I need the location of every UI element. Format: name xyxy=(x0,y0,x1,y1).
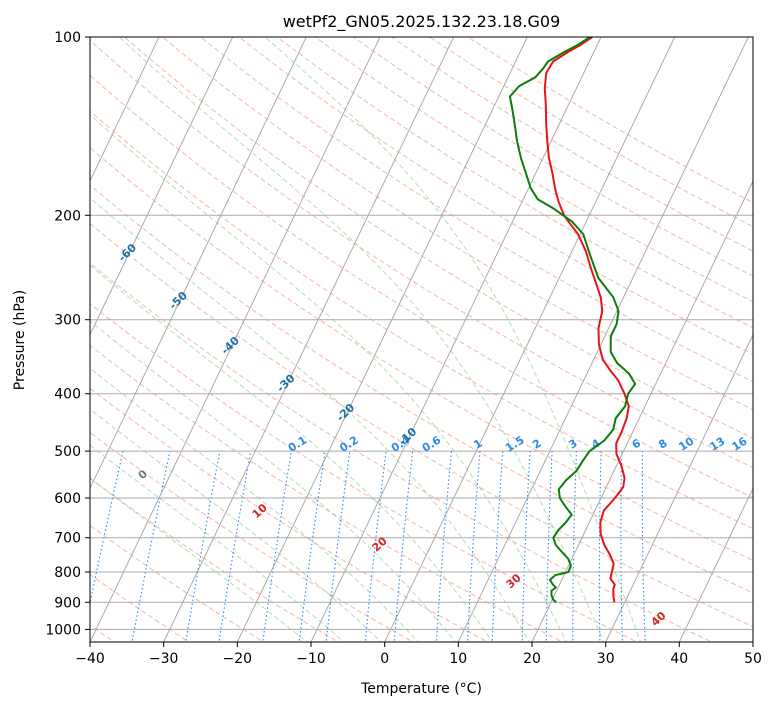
x-tick-label: 30 xyxy=(597,651,615,667)
x-tick-label: −30 xyxy=(149,651,179,667)
chart-title: wetPf2_GN05.2025.132.23.18.G09 xyxy=(283,12,561,32)
mixing-ratio-line xyxy=(298,451,326,642)
x-tick-label: 40 xyxy=(670,651,688,667)
y-tick-label: 400 xyxy=(54,387,81,403)
moist-adiabat-line xyxy=(90,408,382,642)
x-axis-label: Temperature (°C) xyxy=(360,681,482,697)
moist-adiabat-line xyxy=(118,37,605,642)
mixing-ratio-line xyxy=(364,451,387,642)
dry-adiabat-line xyxy=(90,39,753,469)
y-tick-label: 800 xyxy=(54,565,81,581)
dry-adiabat-line xyxy=(123,37,753,439)
plot-frame xyxy=(89,36,754,643)
dry-adiabat-line xyxy=(90,262,713,642)
isotherm-line xyxy=(163,37,455,642)
dry-adiabat-line xyxy=(90,477,340,642)
isotherm-line xyxy=(605,333,753,642)
isotherm-line xyxy=(90,37,381,642)
y-tick-label: 1000 xyxy=(45,622,81,638)
mixing-ratio-line xyxy=(262,451,292,642)
mixing-ratio-line xyxy=(185,450,221,642)
y-tick-label: 600 xyxy=(54,491,81,507)
y-tick-label: 100 xyxy=(54,30,81,46)
dry-adiabat-line xyxy=(90,431,415,642)
moist-adiabat-line xyxy=(90,320,456,642)
dry-adiabat-line xyxy=(90,222,753,628)
y-axis-label: Pressure (hPa) xyxy=(12,290,28,390)
y-tick-label: 200 xyxy=(54,208,81,224)
dry-adiabat-line xyxy=(314,37,753,303)
dry-adiabat-line xyxy=(467,37,753,204)
moist-adiabat-line xyxy=(90,114,568,642)
mixing-ratio-line xyxy=(90,450,124,606)
dry-adiabat-line xyxy=(90,74,753,499)
isotherm-line xyxy=(90,37,234,336)
dry-adiabat-line xyxy=(90,524,265,642)
y-axis-ticks: 100 200 300 400 500 600 700 800 900 1000 xyxy=(45,30,90,638)
mixing-ratio-line xyxy=(218,451,252,642)
temperature-trace xyxy=(543,37,630,603)
dry-adiabat-line xyxy=(90,184,753,594)
x-axis-ticks: −40 −30 −20 −10 0 10 20 30 40 50 xyxy=(75,642,762,667)
y-tick-label: 900 xyxy=(54,595,81,611)
dry-adiabat-line xyxy=(90,303,639,642)
mixing-ratio-line xyxy=(598,451,602,642)
isotherm-line xyxy=(384,37,676,642)
isotherm-line xyxy=(236,37,528,642)
isotherm-line xyxy=(531,179,753,642)
mixing-ratio-line xyxy=(641,451,646,642)
mixing-ratio-line xyxy=(325,451,351,642)
x-tick-label: 10 xyxy=(449,651,467,667)
y-tick-label: 300 xyxy=(54,313,81,329)
mixing-ratio-line xyxy=(521,451,531,642)
mixing-ratio-line xyxy=(466,451,481,642)
background-lines xyxy=(90,37,753,642)
x-tick-label: 20 xyxy=(523,651,541,667)
mixing-ratio-line xyxy=(435,451,453,642)
moist-adiabat-line xyxy=(90,444,345,642)
mixing-ratio-line xyxy=(620,451,623,642)
isotherm-line xyxy=(90,37,160,183)
isotherm-line xyxy=(310,37,602,642)
mixing-ratio-line xyxy=(572,451,577,642)
x-tick-label: 50 xyxy=(744,651,762,667)
isotherm-line xyxy=(457,37,749,642)
x-tick-label: 0 xyxy=(380,651,389,667)
dry-adiabat-line xyxy=(276,37,753,329)
dry-adiabat-line xyxy=(199,37,753,383)
moist-adiabat-line xyxy=(90,477,308,642)
mixing-ratio-line xyxy=(491,451,504,642)
mixing-ratio-line xyxy=(393,451,414,642)
sounding-traces xyxy=(508,37,637,604)
dry-adiabat-line xyxy=(428,37,753,228)
dry-adiabat-line xyxy=(90,110,753,530)
y-tick-label: 700 xyxy=(54,531,81,547)
dry-adiabat-line xyxy=(90,387,489,642)
isotherm-line xyxy=(678,487,753,642)
x-tick-label: −10 xyxy=(296,651,326,667)
x-tick-label: −20 xyxy=(223,651,253,667)
y-tick-label: 500 xyxy=(54,444,81,460)
x-tick-label: −40 xyxy=(75,651,105,667)
mixing-ratio-line xyxy=(131,450,171,642)
dry-adiabat-line xyxy=(161,37,753,411)
dewpoint-trace xyxy=(508,37,637,604)
isotherm-line xyxy=(90,37,307,490)
dry-adiabat-line xyxy=(90,146,753,561)
dry-adiabat-line xyxy=(352,37,753,277)
